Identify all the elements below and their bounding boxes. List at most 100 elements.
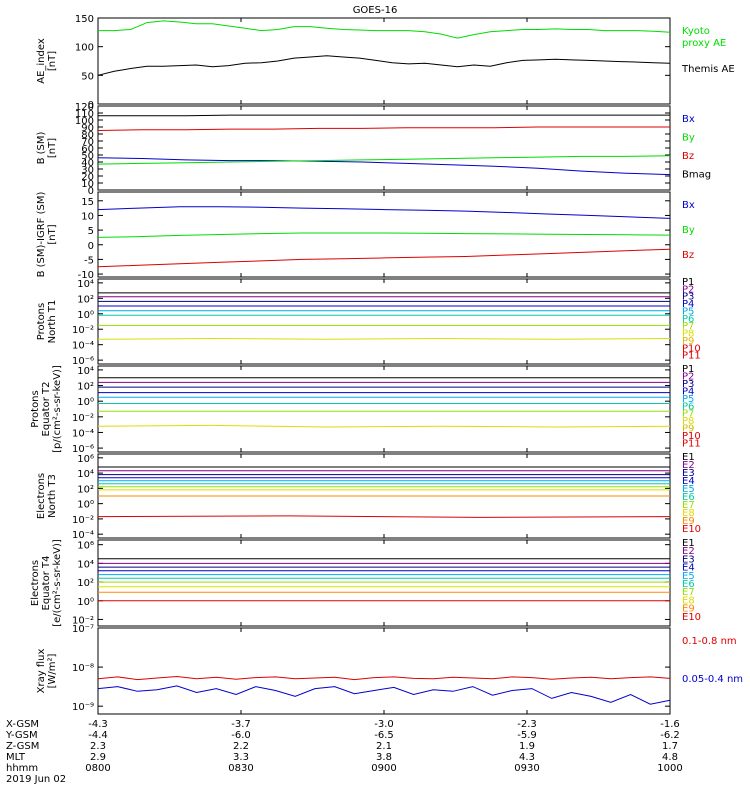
y-axis-label-line: North T1 (47, 300, 58, 344)
y-axis-label-line: [nT] (47, 224, 58, 244)
y-tick-label: 10⁻⁷ (72, 624, 94, 635)
legend-label: proxy AE (682, 38, 726, 49)
legend-label: 0.05-0.4 nm (682, 674, 743, 685)
legend-label: E7 (682, 500, 695, 511)
series-line-bz (97, 248, 671, 268)
x-row-value: 4.8 (662, 752, 678, 763)
y-tick-label: 10 (81, 211, 94, 222)
legend-label: E7 (682, 587, 695, 598)
x-row-value: 2.9 (90, 752, 106, 763)
y-tick-label: -5 (84, 255, 94, 266)
y-tick-label: 10⁰ (77, 597, 94, 608)
legend-label: Bmag (682, 170, 711, 181)
y-tick-label: 10² (77, 484, 94, 495)
x-row-value: 3.8 (376, 752, 392, 763)
y-tick-label: 10⁻⁴ (72, 428, 94, 439)
legend-label: Themis AE (681, 64, 735, 75)
y-axis-label-line: Protons (36, 303, 47, 340)
legend-label: P2 (682, 371, 694, 382)
legend-label: E2 (682, 546, 695, 557)
y-tick-label: 60 (81, 144, 94, 155)
legend-label: E9 (682, 516, 695, 527)
legend-label: By (682, 133, 695, 144)
y-axis-label-line: Xray flux (36, 649, 47, 694)
x-row-value: -5.9 (517, 730, 537, 741)
x-axis-date: 2019 Jun 02 (6, 774, 66, 785)
panel-frame (97, 278, 671, 365)
legend-label: P6 (682, 401, 694, 412)
legend-label: E10 (682, 524, 701, 535)
y-tick-label: 120 (75, 102, 94, 113)
legend-label: P9 (682, 336, 694, 347)
series-line-themis-ae (97, 55, 671, 76)
y-axis-label: Electrons North T3 (36, 473, 58, 519)
x-row-value: 1000 (657, 763, 682, 774)
x-row-value: -6.5 (374, 730, 394, 741)
y-tick-label: 80 (81, 130, 94, 141)
panel-xray: 10⁻⁹ 10⁻⁸ 10⁻⁷ Xray flux [W/m²] 0.1-0.8 nm 0.0… (36, 624, 743, 715)
series-line-bz (97, 126, 670, 131)
y-axis-label-line: [W/m²] (47, 653, 58, 688)
y-tick-label: 90 (81, 123, 94, 134)
y-tick-label: 10⁻⁴ (72, 530, 94, 541)
y-axis-label-line: Electrons (30, 560, 41, 606)
series-line-e10 (97, 515, 671, 518)
legend-label: E6 (682, 579, 695, 590)
y-tick-label: 110 (75, 109, 94, 120)
y-tick-label: 30 (81, 165, 94, 176)
series-line-bx (97, 206, 671, 219)
legend-label: E8 (682, 508, 695, 519)
panel-frame (97, 627, 671, 715)
x-row-label: Z-GSM (6, 741, 39, 752)
legend-label: P4 (682, 299, 694, 310)
legend-label: E1 (682, 452, 695, 463)
y-tick-label: 10⁴ (77, 366, 94, 377)
panel-frame (97, 365, 671, 453)
y-axis-label-line: North T3 (47, 474, 58, 518)
y-tick-label: 100 (75, 43, 94, 54)
y-tick-label: 10⁻⁸ (72, 663, 94, 674)
y-axis-label-line: B (SM)-IGRF (SM) (36, 192, 47, 278)
x-row-value: 1.9 (519, 741, 535, 752)
x-row-label: hhmm (6, 763, 38, 774)
y-tick-label: 150 (75, 14, 94, 25)
y-axis-label: Electrons Equator T4 [e/(cm²-s-sr-keV)] (30, 539, 63, 627)
legend-label: P3 (682, 292, 694, 303)
series-line-bmag (98, 114, 670, 117)
legend-label: P2 (682, 284, 694, 295)
y-tick-label: 10⁻⁴ (72, 341, 94, 352)
x-row-label: Y-GSM (5, 730, 38, 741)
legend-label: E2 (682, 460, 695, 471)
plot-title: GOES-16 (353, 5, 398, 16)
series-line-by (97, 155, 671, 165)
x-row-value: 1.7 (662, 741, 678, 752)
legend-label: P11 (682, 439, 701, 450)
panel-pe: 10⁻⁶ 10⁻⁴ 10⁻² 10⁰ 10² 10⁴ Protons Equator T2 [p… (30, 364, 701, 455)
y-tick-label: 10⁴ (77, 279, 94, 290)
legend-label: Bz (682, 151, 694, 162)
legend-label: E5 (682, 484, 695, 495)
x-row-value: -1.6 (660, 719, 680, 730)
y-tick-label: 100 (75, 116, 94, 127)
y-tick-label: -10 (78, 270, 94, 281)
legend-label: P9 (682, 424, 694, 435)
y-tick-label: 40 (81, 158, 94, 169)
legend-label: P5 (682, 306, 694, 317)
y-tick-label: 50 (81, 71, 94, 82)
y-tick-label: 20 (81, 172, 94, 183)
x-row-value: 0830 (228, 763, 253, 774)
legend-label: E8 (682, 595, 695, 606)
legend-label: P4 (682, 386, 694, 397)
legend-label: P6 (682, 314, 694, 325)
legend-label: E6 (682, 492, 695, 503)
series-line-bx (97, 157, 671, 176)
y-tick-label: 10⁻² (72, 413, 94, 424)
legend-label: Bx (682, 200, 695, 211)
y-tick-label: 10⁰ (77, 310, 94, 321)
y-tick-label: 0 (88, 241, 94, 252)
legend-label: 0.1-0.8 nm (682, 636, 737, 647)
x-axis-table: X-GSM -4.3 -3.7 -3.0 -2.3 -1.6 Y-GSM -4.4 -6.0 -6… (5, 18, 683, 785)
y-axis-label: B (SM) [nT] (36, 131, 58, 164)
